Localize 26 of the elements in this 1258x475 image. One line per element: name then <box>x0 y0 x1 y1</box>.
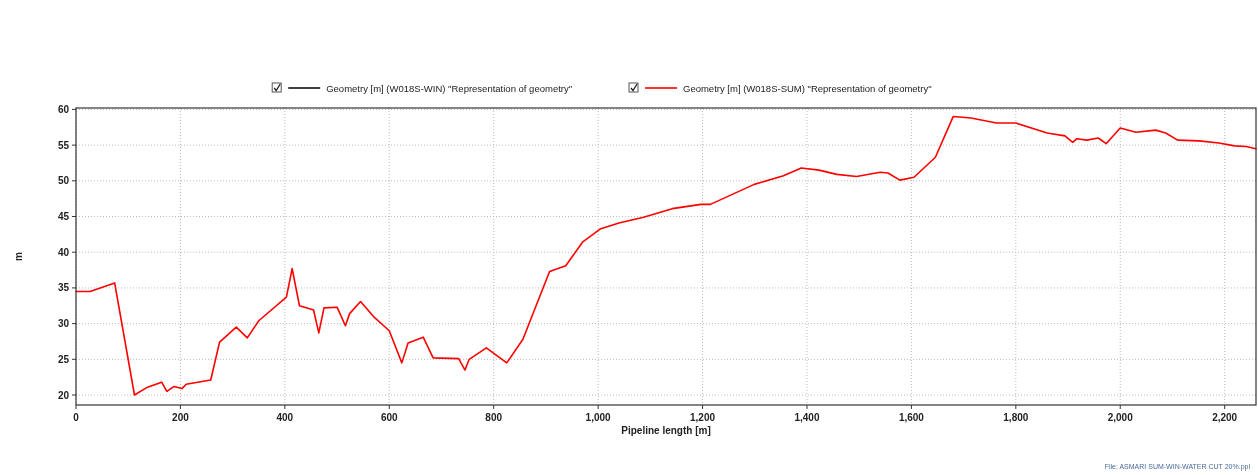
y-tick-label: 50 <box>57 175 70 187</box>
y-tick-label: 40 <box>57 246 70 258</box>
x-tick-label: 400 <box>276 412 294 423</box>
line-series <box>75 115 1257 396</box>
y-tick-label: 60 <box>57 103 70 115</box>
x-tick-label: 600 <box>380 412 399 423</box>
x-tick-label: 200 <box>172 412 190 423</box>
x-tick-label: 2,200 <box>1212 412 1238 423</box>
y-tick-label: 30 <box>57 318 70 330</box>
legend-label: Geometry [m] (W018S-SUM) "Representation of geometry" <box>683 82 932 94</box>
y-axis-title: m <box>13 251 24 261</box>
y-tick-label: 35 <box>57 282 70 294</box>
x-tick-label: 2,000 <box>1107 412 1134 423</box>
x-tick-label: 1,600 <box>898 412 925 423</box>
x-tick-label: 1,200 <box>690 412 716 423</box>
legend-label: Geometry [m] (W018S-WIN) "Representation of geometry" <box>326 82 573 94</box>
y-tick-label: 55 <box>57 139 70 151</box>
x-tick-label: 1,800 <box>1003 412 1029 423</box>
x-tick-label: 1,400 <box>794 412 820 423</box>
y-tick-label: 45 <box>57 211 70 223</box>
x-tick-label: 800 <box>485 412 503 423</box>
y-tick-label: 20 <box>57 389 70 401</box>
x-tick-label: 0 <box>73 412 80 423</box>
x-axis-title: Pipeline length [m] <box>621 425 711 436</box>
x-tick-label: 1,000 <box>585 412 612 423</box>
y-tick-label: 25 <box>57 353 70 365</box>
